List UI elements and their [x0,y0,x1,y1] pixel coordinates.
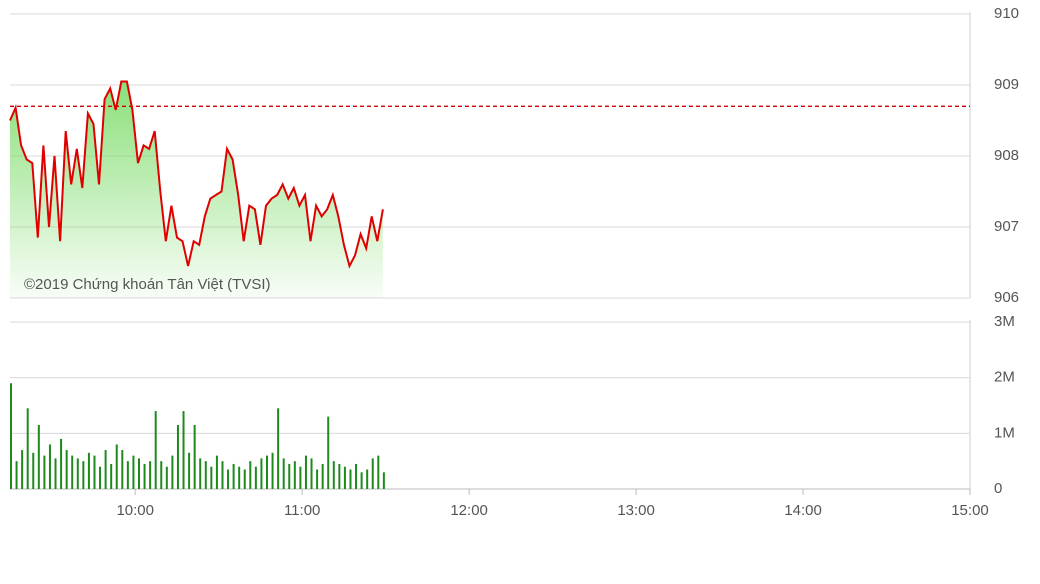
volume-bar [60,438,63,489]
price-area [10,81,383,298]
volume-bar [21,450,24,489]
volume-bar [204,461,207,489]
volume-bar [171,455,174,489]
volume-bar [282,458,285,489]
volume-bar [210,466,213,489]
volume-bar [332,461,335,489]
volume-bar [143,463,146,489]
volume-bar [371,458,374,489]
volume-bar [182,411,185,489]
volume-bar [271,452,274,489]
volume-bar [82,461,85,489]
volume-bar [104,450,107,489]
volume-bar [188,452,191,489]
volume-bar [154,411,157,489]
volume-bar [221,461,224,489]
volume-bar [149,461,152,489]
volume-bar [199,458,202,489]
volume-bar [32,452,35,489]
x-tick-label: 14:00 [784,502,822,519]
volume-bar [87,452,90,489]
volume-bar [160,461,163,489]
x-tick-label: 12:00 [450,502,488,519]
volume-bar [193,424,196,489]
volume-bar [227,469,230,489]
volume-bar [293,461,296,489]
volume-bar [71,455,74,489]
watermark: ©2019 Chứng khoán Tân Việt (TVSI) [24,276,271,293]
volume-bar [26,408,29,489]
volume-bar [37,424,40,489]
volume-bar [93,455,96,489]
volume-bar [126,461,129,489]
volume-bar [76,458,79,489]
volume-bar [121,450,124,489]
volume-bar [321,463,324,489]
y-tick-label: 3M [994,313,1015,330]
volume-bar [243,469,246,489]
volume-bar [316,469,319,489]
volume-bar [377,455,380,489]
volume-bar [254,466,257,489]
volume-bar [355,463,358,489]
volume-bar [99,466,102,489]
y-tick-label: 0 [994,480,1002,497]
volume-bar [54,458,57,489]
volume-bar [288,463,291,489]
volume-bar [238,466,241,489]
volume-bar [266,455,268,489]
volume-bar [338,463,341,489]
volume-bar [48,444,51,489]
volume-bar [260,458,263,489]
y-tick-label: 906 [994,289,1019,306]
x-tick-label: 10:00 [116,502,154,519]
y-tick-label: 1M [994,424,1015,441]
volume-bar [349,469,352,489]
volume-bar [299,466,302,489]
volume-bar [65,450,68,489]
volume-bar [327,416,330,489]
volume-bar [366,469,369,489]
volume-bar [138,458,140,489]
volume-bar [277,408,280,489]
volume-bar [382,472,385,489]
y-tick-label: 907 [994,218,1019,235]
volume-bar [232,463,235,489]
volume-bar [215,455,218,489]
volume-bar [15,461,18,489]
y-tick-label: 908 [994,147,1019,164]
y-tick-label: 910 [994,5,1019,22]
volume-bar [43,455,46,489]
price-line [9,80,384,269]
volume-bar [110,463,113,489]
volume-bar [132,455,135,489]
x-tick-label: 11:00 [284,502,320,519]
volume-bar [249,461,252,489]
x-tick-label: 13:00 [617,502,655,519]
y-tick-label: 2M [994,369,1015,386]
volume-bar [176,424,179,489]
volume-bar [304,455,307,489]
volume-bar [115,444,118,489]
volume-bar [310,458,313,489]
volume-bar [10,383,12,489]
volume-bar [165,466,168,489]
x-tick-label: 15:00 [951,502,989,519]
volume-bar [360,472,363,489]
volume-bar [343,466,346,489]
y-tick-label: 909 [994,76,1019,93]
